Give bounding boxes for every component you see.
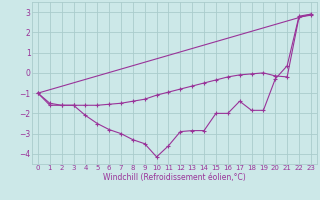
X-axis label: Windchill (Refroidissement éolien,°C): Windchill (Refroidissement éolien,°C) — [103, 173, 246, 182]
